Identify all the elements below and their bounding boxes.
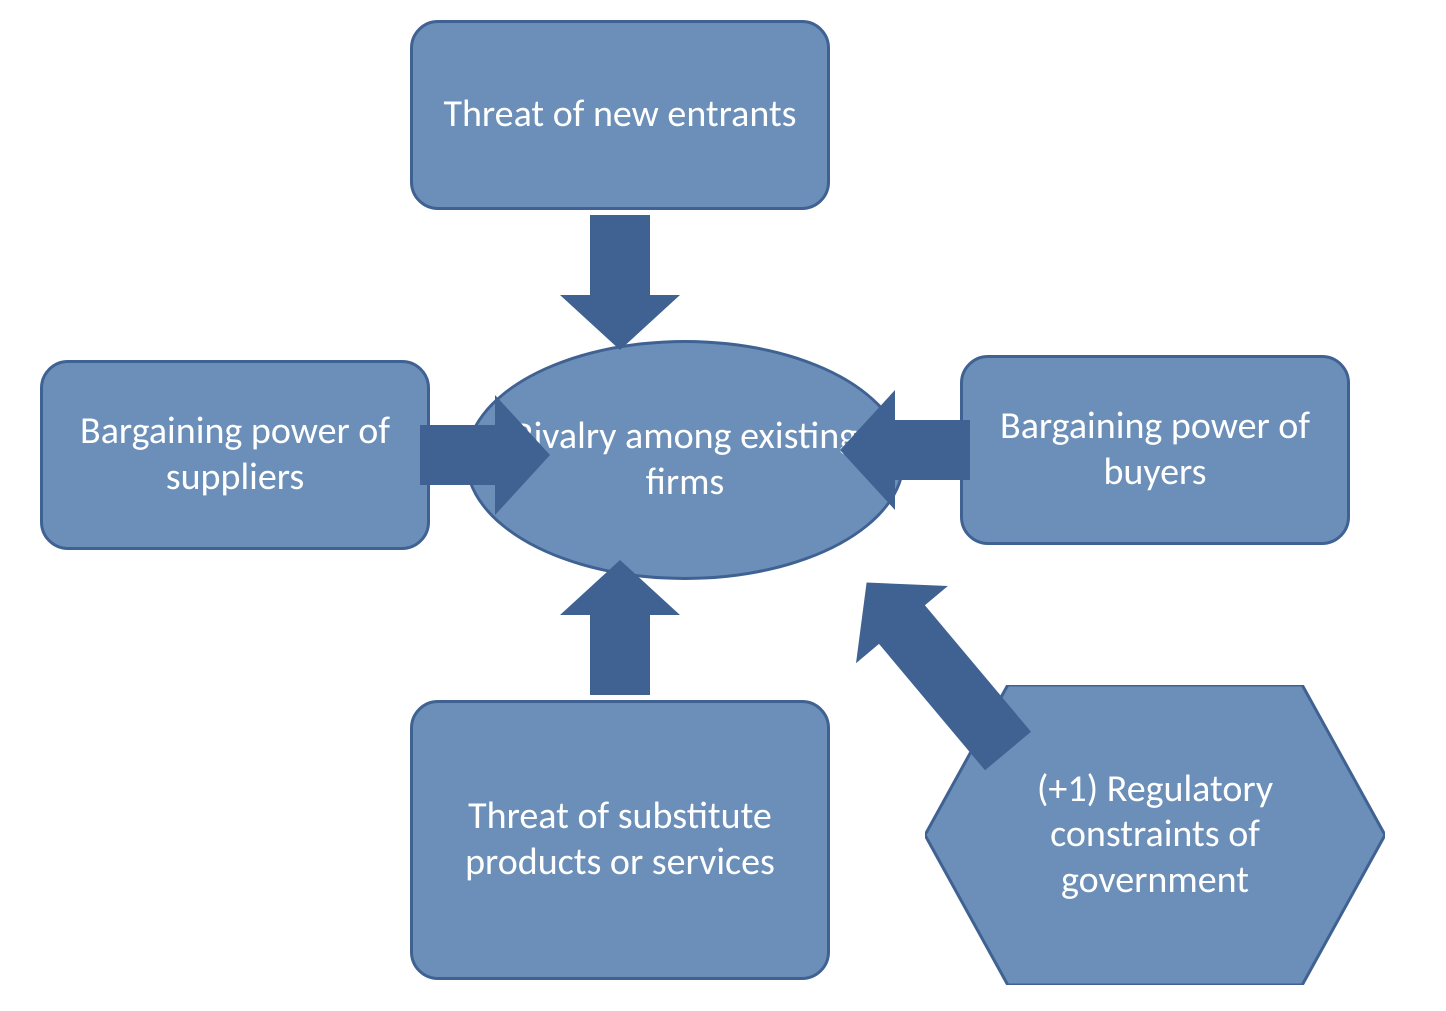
- diagram-canvas: Rivalry among existing firms Threat of n…: [0, 0, 1446, 1011]
- arrow-diagonal-icon: [768, 511, 1248, 991]
- arrow-up-icon: [465, 540, 775, 850]
